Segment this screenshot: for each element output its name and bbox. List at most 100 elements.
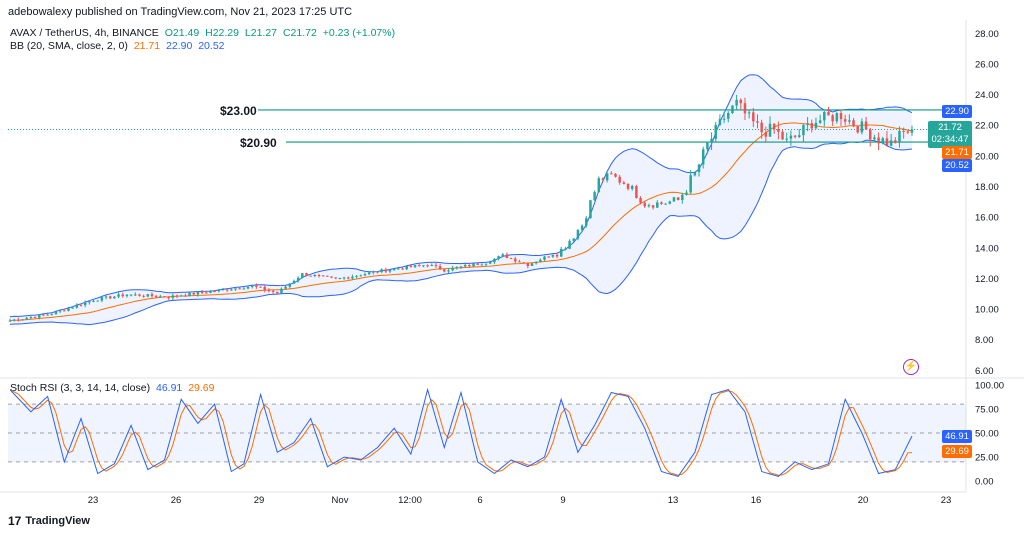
candle-body	[376, 271, 379, 273]
candle	[881, 136, 885, 145]
bb-label[interactable]: BB (20, SMA, close, 2, 0)	[10, 40, 128, 52]
candle	[33, 316, 37, 319]
candle	[12, 318, 16, 322]
bb-legend: BB (20, SMA, close, 2, 0) 21.71 22.90 20…	[10, 40, 228, 52]
stoch-legend: Stoch RSI (3, 3, 14, 14, close) 46.91 29…	[10, 382, 217, 394]
candle	[635, 184, 638, 199]
symbol-title[interactable]: AVAX / TetherUS, 4h, BINANCE	[10, 27, 159, 39]
candle-body	[88, 301, 91, 303]
candle-body	[405, 265, 408, 270]
candle-body	[839, 113, 843, 120]
candle-body	[630, 186, 634, 189]
bollinger-bands	[9, 74, 913, 326]
candle-body	[856, 126, 859, 133]
candle-body	[852, 120, 855, 127]
candle	[330, 276, 333, 279]
time-tick-label: 12:00	[398, 495, 422, 506]
candle	[468, 264, 471, 268]
candle-body	[225, 289, 229, 291]
candle-body	[326, 275, 329, 277]
candle	[263, 285, 266, 293]
candle	[438, 263, 442, 270]
candle	[313, 273, 317, 278]
candle	[83, 300, 87, 308]
candle-body	[522, 262, 525, 264]
price-tick-label: 10.00	[975, 305, 999, 316]
candle-body	[451, 267, 454, 271]
candle	[392, 268, 396, 271]
candle	[225, 288, 229, 292]
candle	[246, 286, 250, 290]
candle-body	[835, 113, 839, 122]
time-tick-label: 29	[254, 495, 265, 506]
candle-body	[551, 254, 555, 257]
candle	[585, 215, 588, 228]
candle-body	[434, 265, 438, 267]
candle-body	[159, 296, 162, 298]
candle-body	[171, 295, 175, 298]
candle-body	[100, 297, 104, 301]
candle-body	[280, 288, 283, 294]
candle	[639, 196, 642, 205]
candle-body	[175, 295, 179, 297]
candle	[305, 272, 308, 277]
stoch-tick-label: 0.00	[975, 477, 994, 488]
tradingview-logo[interactable]: 17 TradingView	[8, 514, 90, 528]
candle-body	[651, 205, 655, 208]
candle-body	[50, 314, 54, 316]
candle-body	[17, 319, 20, 321]
candle-body	[255, 285, 258, 287]
bb-lower-value: 20.52	[198, 40, 225, 52]
candle	[292, 279, 296, 284]
candle-body	[351, 276, 354, 279]
candle	[622, 180, 626, 185]
stoch-d-line	[9, 389, 913, 476]
candle-body	[472, 263, 475, 267]
candle	[284, 285, 287, 290]
price-tick-label: 12.00	[975, 274, 999, 285]
candle	[267, 288, 271, 293]
candle-body	[798, 135, 801, 137]
candle-body	[409, 265, 413, 267]
candle-body	[514, 258, 517, 262]
candle-body	[359, 275, 363, 277]
candle-body	[806, 123, 809, 126]
candle	[209, 290, 212, 294]
candle-body	[330, 276, 333, 278]
candle-body	[814, 122, 818, 129]
candle	[200, 290, 204, 295]
candle	[221, 288, 225, 291]
candle	[42, 313, 45, 317]
candle-body	[413, 265, 417, 267]
candle-body	[213, 291, 216, 293]
candle	[564, 246, 567, 251]
stoch-label[interactable]: Stoch RSI (3, 3, 14, 14, close)	[10, 382, 151, 394]
candle	[793, 134, 797, 139]
candle-body	[910, 129, 914, 133]
candle-body	[234, 288, 237, 290]
candle-body	[701, 149, 705, 165]
candle	[79, 304, 83, 307]
candle-body	[363, 274, 367, 276]
candle-body	[555, 254, 559, 257]
candle-body	[104, 296, 108, 298]
candle	[205, 291, 208, 294]
candle-body	[476, 263, 479, 265]
candle	[668, 200, 672, 205]
support-resistance-levels[interactable]	[8, 109, 966, 143]
candle-body	[455, 267, 459, 269]
candle	[430, 263, 434, 267]
lightning-icon[interactable]: ⚡	[903, 359, 919, 375]
candle-body	[480, 264, 484, 266]
candle	[338, 277, 342, 280]
candle-body	[42, 314, 45, 316]
candle-body	[21, 319, 24, 321]
candle	[276, 291, 279, 294]
candle	[271, 289, 275, 294]
candle-body	[810, 123, 814, 129]
time-tick-label: Nov	[332, 495, 349, 506]
candle-body	[430, 265, 434, 267]
candle	[309, 275, 312, 277]
candle	[743, 97, 747, 121]
